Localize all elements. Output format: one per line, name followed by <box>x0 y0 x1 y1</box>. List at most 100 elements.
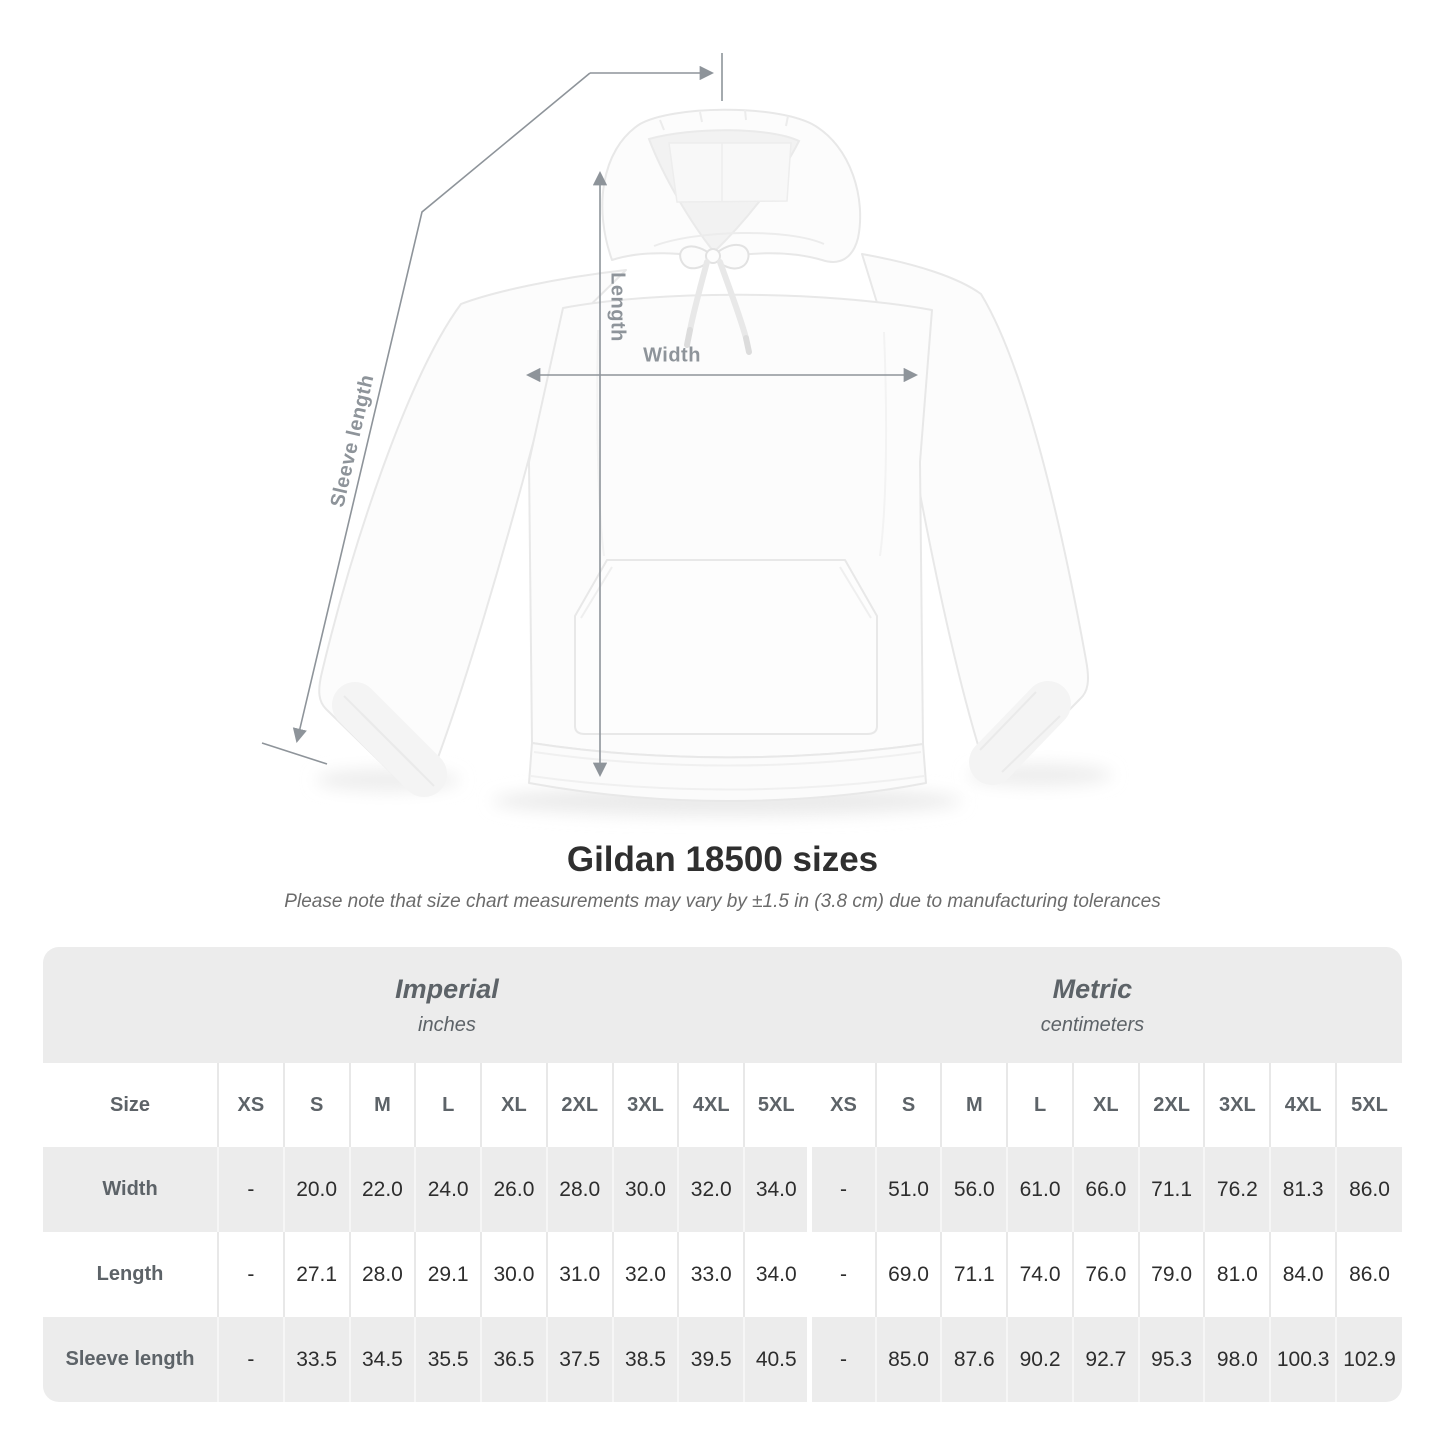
measurement-value-cell: 37.5 <box>545 1317 613 1402</box>
measurement-value-cell: 100.3 <box>1269 1317 1337 1402</box>
measurement-value-cell: 32.0 <box>677 1147 745 1232</box>
hoodie-product-image <box>261 53 1112 816</box>
table-row: Length -27.1 28.0 29.1 30.0 31.0 32.0 33.0 34.0… <box>43 1232 1402 1317</box>
measurement-value-cell: 74.0 <box>1006 1232 1073 1317</box>
measurement-value-cell: 81.3 <box>1269 1147 1337 1232</box>
tolerance-note: Please note that size chart measurements… <box>284 890 1161 912</box>
sleeve-bottom-tick <box>261 742 328 765</box>
measurement-value-cell: 85.0 <box>874 1317 942 1402</box>
measurement-value-cell: 28.0 <box>545 1147 613 1232</box>
measurement-value-cell: 86.0 <box>1335 1147 1402 1232</box>
measurement-value-cell: 22.0 <box>348 1147 416 1232</box>
measurement-value-cell: - <box>217 1317 284 1402</box>
sleeve-length-arrow <box>292 72 591 743</box>
size-header-row: Size XS S M L XL 2XL 3XL 4XL 5XL XS S M L XL 2XL 3XL 4XL… <box>43 1063 1402 1147</box>
measurement-value-cell: - <box>807 1147 876 1232</box>
measurement-value-cell: 56.0 <box>940 1147 1008 1232</box>
size-column-header: XL <box>480 1063 547 1147</box>
measurement-value-cell: - <box>807 1232 876 1317</box>
measurement-value-cell: 76.2 <box>1203 1147 1271 1232</box>
metric-section-unit: centimeters <box>1040 1013 1145 1036</box>
metric-section-title: Metric <box>1052 973 1133 1004</box>
measurement-value-cell: 66.0 <box>1071 1147 1139 1232</box>
measurement-value-cell: 39.5 <box>677 1317 745 1402</box>
measurement-value-cell: 27.1 <box>282 1232 350 1317</box>
measurement-value-cell: 33.5 <box>282 1317 350 1402</box>
hoodie-kangaroo-pocket <box>574 559 878 735</box>
hoodie-drawstring <box>679 244 752 355</box>
size-column-header: 4XL <box>677 1063 745 1147</box>
size-column-header: M <box>940 1063 1008 1147</box>
size-column-header: 2XL <box>545 1063 613 1147</box>
measurement-value-cell: 76.0 <box>1071 1232 1139 1317</box>
heading: Gildan 18500 sizes Please note that size… <box>0 840 1445 913</box>
measurement-value-cell: 98.0 <box>1203 1317 1271 1402</box>
row-label-width: Width <box>102 1178 158 1200</box>
imperial-section-unit: inches <box>418 1013 476 1036</box>
size-column-header: S <box>874 1063 942 1147</box>
measurement-value-cell: 30.0 <box>611 1147 679 1232</box>
hoodie-cuffs <box>332 681 1071 797</box>
measurement-value-cell: 20.0 <box>282 1147 350 1232</box>
measurement-arrows <box>261 53 919 778</box>
measurement-value-cell: - <box>807 1317 876 1402</box>
measurement-value-cell: 34.0 <box>743 1147 810 1232</box>
measurement-value-cell: 30.0 <box>480 1232 547 1317</box>
size-column-header: XS <box>217 1063 284 1147</box>
page-title: Gildan 18500 sizes <box>566 840 879 879</box>
size-column-header: S <box>282 1063 350 1147</box>
size-column-header: 4XL <box>1269 1063 1337 1147</box>
measurement-value-cell: 102.9 <box>1335 1317 1402 1402</box>
width-measure-label: Width <box>643 344 701 367</box>
measurement-value-cell: - <box>217 1147 284 1232</box>
measurement-value-cell: 28.0 <box>348 1232 416 1317</box>
size-column-header: L <box>1006 1063 1073 1147</box>
measurement-value-cell: 95.3 <box>1137 1317 1205 1402</box>
measurement-value-cell: 71.1 <box>940 1232 1008 1317</box>
measurement-value-cell: 34.5 <box>348 1317 416 1402</box>
measurement-value-cell: 61.0 <box>1006 1147 1073 1232</box>
hoodie-measurement-diagram: Sleeve length Length Width <box>261 53 1112 816</box>
measurement-value-cell: 33.0 <box>677 1232 745 1317</box>
length-measure-label: Length <box>606 272 629 342</box>
measurement-value-cell: 90.2 <box>1006 1317 1073 1402</box>
hoodie-hood <box>601 108 862 263</box>
measurement-value-cell: 36.5 <box>480 1317 547 1402</box>
size-column-header: XL <box>1071 1063 1139 1147</box>
size-column-header: 3XL <box>1203 1063 1271 1147</box>
size-column-header: 5XL <box>1335 1063 1402 1147</box>
size-column-header: L <box>414 1063 482 1147</box>
measurement-value-cell: 40.5 <box>743 1317 810 1402</box>
measurement-value-cell: 24.0 <box>414 1147 482 1232</box>
measurement-value-cell: 71.1 <box>1137 1147 1205 1232</box>
measurement-value-cell: 84.0 <box>1269 1232 1337 1317</box>
imperial-section-header: Imperial inches <box>43 947 810 1063</box>
measurement-value-cell: 81.0 <box>1203 1232 1271 1317</box>
table-row: Width -20.0 22.0 24.0 26.0 28.0 30.0 32.0 34.0-… <box>43 1147 1402 1232</box>
table-row: Sleeve length -33.5 34.5 35.5 36.5 37.5 38.5 3… <box>43 1317 1402 1402</box>
measurement-value-cell: 86.0 <box>1335 1232 1402 1317</box>
measurement-value-cell: 69.0 <box>874 1232 942 1317</box>
measurement-value-cell: 34.0 <box>743 1232 810 1317</box>
measurement-value-cell: 35.5 <box>414 1317 482 1402</box>
measurement-value-cell: 32.0 <box>611 1232 679 1317</box>
row-label-sleeve-length: Sleeve length <box>65 1348 195 1370</box>
measurement-value-cell: 29.1 <box>414 1232 482 1317</box>
hoodie-left-sleeve <box>318 269 627 788</box>
unit-section-header-row: Imperial inches Metric centimeters <box>43 947 1402 1063</box>
metric-section-header: Metric centimeters <box>810 947 1402 1063</box>
measurement-value-cell: - <box>217 1232 284 1317</box>
imperial-section-title: Imperial <box>395 973 499 1004</box>
measurement-value-cell: 26.0 <box>480 1147 547 1232</box>
size-column-header: 3XL <box>611 1063 679 1147</box>
size-column-header: 5XL <box>743 1063 810 1147</box>
size-row-label: Size <box>109 1093 151 1116</box>
size-column-header: XS <box>807 1063 876 1147</box>
measurement-value-cell: 51.0 <box>874 1147 942 1232</box>
measurement-value-cell: 79.0 <box>1137 1232 1205 1317</box>
size-chart-table: Imperial inches Metric centimeters Size … <box>43 947 1402 1402</box>
measurement-value-cell: 92.7 <box>1071 1317 1139 1402</box>
measurement-value-cell: 87.6 <box>940 1317 1008 1402</box>
measurement-value-cell: 38.5 <box>611 1317 679 1402</box>
size-column-header: 2XL <box>1137 1063 1205 1147</box>
